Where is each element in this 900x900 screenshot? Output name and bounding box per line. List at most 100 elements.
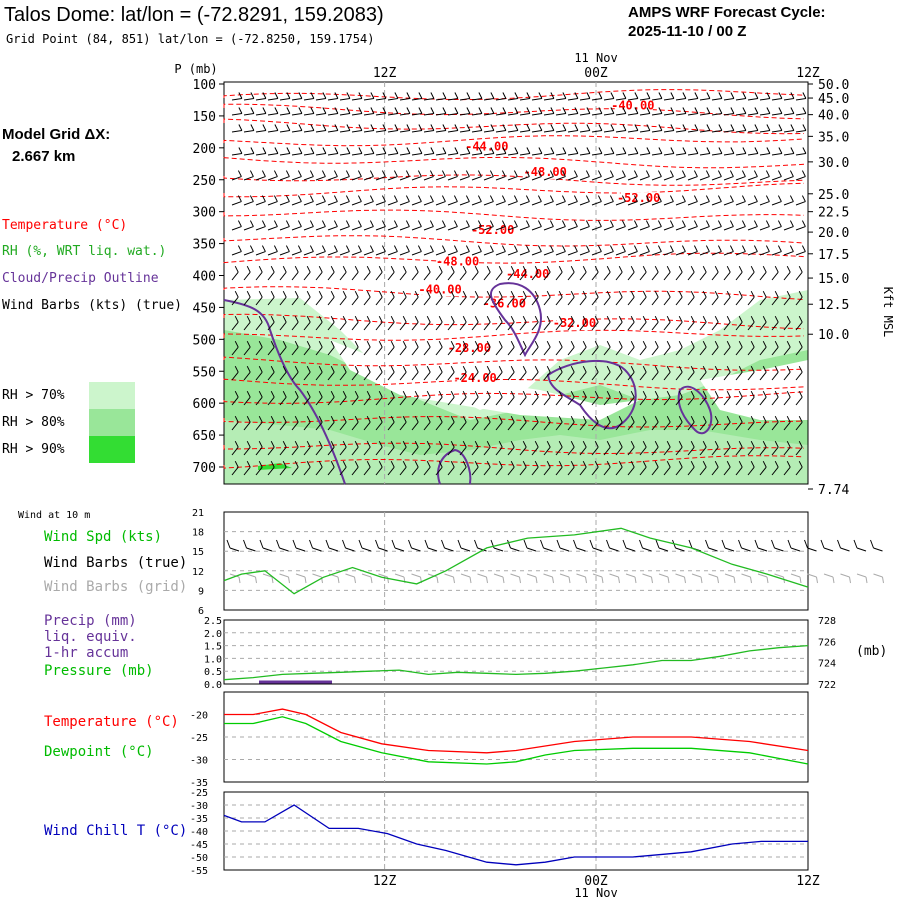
wind-barb-staff bbox=[351, 226, 362, 231]
wind-barb-staff bbox=[231, 251, 242, 256]
wind-barb-flag bbox=[717, 245, 722, 252]
wind-barb-staff bbox=[327, 371, 335, 381]
wind-barb-staff bbox=[579, 113, 590, 116]
wind-barb-staff bbox=[375, 396, 383, 406]
wind-barb-staff bbox=[759, 421, 767, 431]
wind-speed-line bbox=[223, 527, 809, 595]
wind-barb-flag bbox=[522, 340, 527, 348]
wind-barb-flag bbox=[585, 170, 590, 177]
wind-barb-flag bbox=[642, 415, 647, 423]
temperature-contour-label: -40.00 bbox=[418, 282, 461, 296]
wind-barb-staff bbox=[543, 446, 551, 456]
wind-barb-flag bbox=[786, 440, 791, 448]
wind-barb-grid bbox=[262, 573, 273, 578]
wind-barb-staff bbox=[507, 98, 518, 101]
wind-barb-flag bbox=[234, 415, 239, 423]
wind-barb-staff bbox=[615, 371, 623, 381]
wind-barb-staff bbox=[555, 176, 566, 181]
wind-barb-flag bbox=[742, 124, 747, 131]
wind-barb-flag bbox=[390, 290, 395, 298]
wind-barb-staff bbox=[747, 153, 758, 156]
wind-barb-staff bbox=[711, 321, 719, 331]
wind-barb-true-flag bbox=[424, 539, 429, 549]
wind-barb-flag bbox=[354, 340, 359, 348]
pressure-tick-label: 728 bbox=[818, 616, 836, 627]
wind-barb-flag bbox=[658, 147, 663, 154]
wind-barb-flag bbox=[750, 415, 755, 423]
windchill-tick-label: -50 bbox=[190, 853, 208, 864]
wind-barb-staff bbox=[339, 296, 347, 306]
wind-barb-staff bbox=[567, 113, 578, 116]
wind-barb-staff bbox=[327, 396, 335, 406]
wind-barb-grid bbox=[427, 573, 438, 578]
wind-barb-grid bbox=[873, 573, 883, 578]
wind-barb-flag bbox=[666, 340, 671, 348]
wind-barb-flag bbox=[321, 220, 326, 227]
wind-barb-flag bbox=[454, 107, 459, 114]
wind-barb-flag bbox=[333, 195, 338, 202]
temperature-line bbox=[224, 708, 809, 754]
wind-barb-flag bbox=[654, 460, 659, 468]
wind-barb-staff bbox=[747, 201, 758, 206]
wind-barb-staff bbox=[495, 466, 503, 476]
wind-barb-flag bbox=[282, 265, 287, 273]
wind-barb-true-flag bbox=[804, 539, 808, 549]
wind-barb-flag bbox=[402, 440, 407, 448]
wind-barb-flag bbox=[330, 365, 335, 373]
wind-barb-staff bbox=[435, 226, 446, 231]
wind-barb-flag bbox=[357, 220, 362, 227]
wind-barb-flag bbox=[234, 265, 239, 273]
wind-barb-flag bbox=[594, 440, 599, 448]
wind-barb-staff bbox=[459, 396, 467, 406]
wind-barb-flag bbox=[582, 440, 587, 448]
wind-barb-staff bbox=[771, 251, 782, 256]
wind-barb-staff bbox=[639, 251, 650, 256]
rh80-swatch bbox=[89, 409, 135, 436]
wind-barb-flag bbox=[370, 147, 375, 154]
wind-barb-flag bbox=[237, 220, 242, 227]
wind-barb-staff bbox=[639, 130, 650, 133]
wind-barb-flag bbox=[429, 195, 434, 202]
wind-barb-flag bbox=[729, 245, 734, 252]
wind-barb-staff bbox=[783, 321, 791, 331]
station-title: Talos Dome: lat/lon = (-72.8291, 159.208… bbox=[4, 4, 384, 26]
wind-barb-staff bbox=[411, 446, 419, 456]
wind-barb-staff bbox=[411, 98, 422, 101]
wind-barb-staff bbox=[711, 176, 722, 181]
wind-barb-staff bbox=[351, 176, 362, 181]
wind-barb-flag bbox=[258, 290, 263, 298]
wind-barb-flag bbox=[474, 290, 479, 298]
wind-barb-staff bbox=[471, 421, 479, 431]
wind-barb-staff bbox=[771, 321, 779, 331]
wind-barb-flag bbox=[342, 290, 347, 298]
wind-barb-staff bbox=[303, 421, 311, 431]
wind-barb-staff bbox=[759, 321, 767, 331]
cycle-label: AMPS WRF Forecast Cycle: bbox=[628, 4, 826, 21]
wind-barb-staff bbox=[507, 153, 518, 156]
wind-barb-staff bbox=[579, 421, 587, 431]
wind-barb-grid bbox=[757, 573, 768, 578]
wind-barb-staff bbox=[759, 201, 770, 206]
wind-barb-flag bbox=[558, 415, 563, 423]
wind-barb-flag bbox=[618, 340, 623, 348]
wind-barb-flag bbox=[582, 460, 587, 468]
wind-barb-flag bbox=[750, 265, 755, 273]
wind-barb-flag bbox=[402, 315, 407, 323]
wind-barb-flag bbox=[346, 107, 351, 114]
wind-barb-flag bbox=[606, 340, 611, 348]
wind-barb-flag bbox=[438, 415, 443, 423]
wind-barb-true-flag bbox=[853, 539, 858, 549]
wind-barb-flag bbox=[486, 290, 491, 298]
wind-barb-flag bbox=[406, 107, 411, 114]
wind-barb-flag bbox=[426, 440, 431, 448]
wind-barb-flag bbox=[366, 265, 371, 273]
wind-barb-true-flag bbox=[655, 539, 660, 549]
wind-barb-flag bbox=[453, 170, 458, 177]
wind-barb-flag bbox=[318, 315, 323, 323]
wind-barb-flag bbox=[322, 147, 327, 154]
wind-barb-staff bbox=[495, 176, 506, 181]
wind-barb-flag bbox=[393, 220, 398, 227]
wind-barb-flag bbox=[754, 147, 759, 154]
wind-barb-flag bbox=[378, 415, 383, 423]
wind-barb-staff bbox=[303, 346, 311, 356]
